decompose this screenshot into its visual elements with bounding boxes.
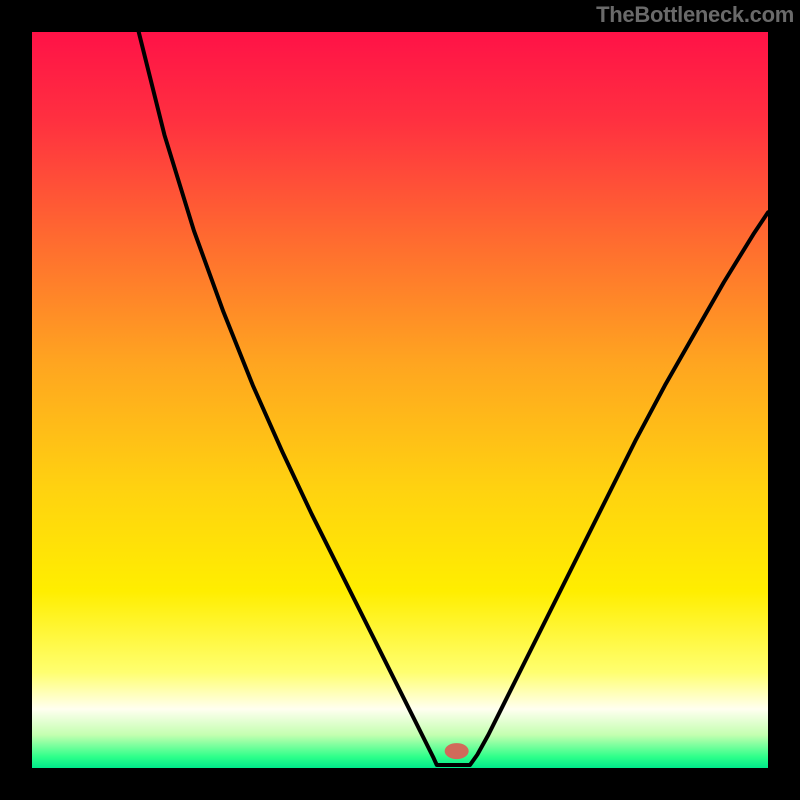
chart-plot-area: [32, 32, 768, 768]
chart-svg: [32, 32, 768, 768]
attribution-text: TheBottleneck.com: [596, 2, 794, 28]
bottleneck-marker: [445, 743, 469, 759]
